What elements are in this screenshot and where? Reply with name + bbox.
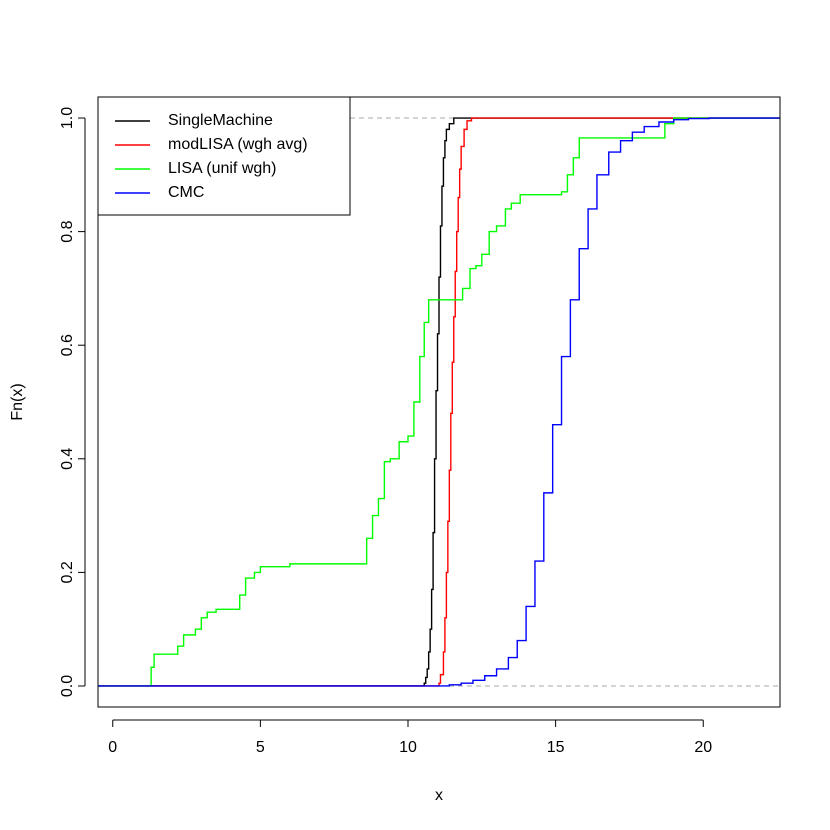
x-tick-label: 20 — [694, 739, 712, 756]
y-tick-label: 0.6 — [59, 334, 76, 356]
x-tick-label: 15 — [547, 739, 565, 756]
x-axis-label: x — [435, 787, 443, 804]
y-axis: 0.0 0.2 0.4 0.6 0.8 1.0 — [59, 107, 86, 697]
y-tick-label: 0.2 — [59, 561, 76, 583]
series-layer — [98, 117, 780, 687]
legend-label-2: LISA (unif wgh) — [168, 160, 277, 177]
legend-label-1: modLISA (wgh avg) — [168, 136, 308, 153]
y-axis-label: Fn(x) — [9, 383, 26, 420]
y-tick-label: 0.0 — [59, 675, 76, 697]
y-tick-label: 0.4 — [59, 448, 76, 470]
legend-label-3: CMC — [168, 184, 204, 201]
x-tick-label: 0 — [108, 739, 117, 756]
legend-box — [97, 96, 351, 216]
x-axis: 0 5 10 15 20 — [108, 719, 712, 756]
series-line-0 — [98, 117, 780, 687]
x-tick-label: 5 — [256, 739, 265, 756]
legend: SingleMachine modLISA (wgh avg) LISA (unif… — [97, 96, 351, 216]
plot-frame — [97, 96, 781, 708]
y-tick-label: 1.0 — [59, 107, 76, 129]
legend-label-0: SingleMachine — [168, 112, 273, 129]
series-line-2 — [98, 117, 780, 687]
series-line-1 — [98, 117, 780, 687]
y-tick-label: 0.8 — [59, 220, 76, 242]
x-tick-label: 10 — [399, 739, 417, 756]
series-line-3 — [98, 117, 780, 687]
